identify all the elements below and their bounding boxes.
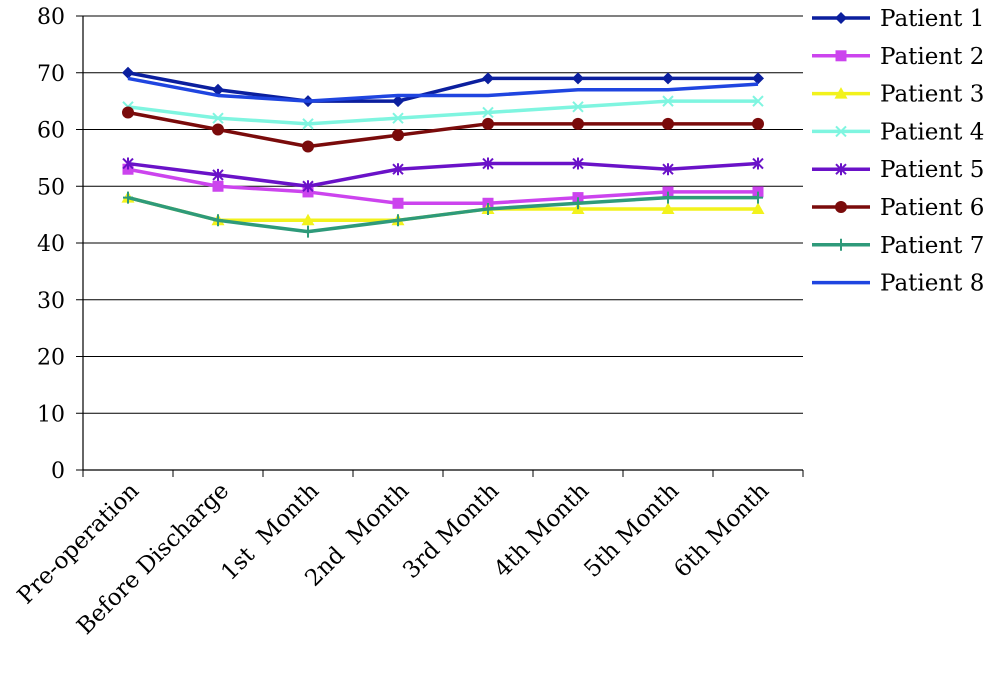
data-point-marker (482, 72, 494, 85)
data-point-marker (662, 95, 674, 107)
y-axis-ticks: 0 10 20 30 40 50 60 70 80 (37, 5, 83, 484)
legend-item: Patient 2 (812, 44, 984, 70)
y-tick-label: 0 (51, 459, 65, 484)
data-point-marker (122, 157, 134, 170)
data-point-marker (835, 12, 847, 24)
data-point-marker (662, 117, 674, 130)
data-point-marker (302, 140, 314, 153)
series-line (127, 195, 758, 234)
data-point-marker (482, 117, 494, 130)
data-point-marker (836, 238, 846, 251)
legend-label: Patient 6 (880, 195, 984, 221)
data-point-marker (122, 66, 134, 79)
series-7 (123, 191, 763, 238)
legend: Patient 1 Patient 2 Patient 3 Patient 4 Pati… (812, 6, 984, 297)
data-point-marker (752, 95, 764, 107)
data-point-marker (834, 87, 848, 99)
data-point-marker (393, 214, 403, 227)
series-1 (122, 66, 764, 108)
legend-item: Patient 7 (812, 233, 984, 259)
data-point-marker (753, 191, 763, 204)
y-tick-label: 30 (37, 289, 65, 314)
data-point-marker (572, 117, 584, 130)
series-5 (122, 157, 764, 193)
y-tick-label: 10 (37, 402, 65, 427)
series-line (127, 110, 758, 149)
data-point-marker (212, 180, 224, 192)
series-line (127, 76, 759, 103)
legend-item: Patient 5 (812, 157, 984, 183)
legend-item: Patient 8 (812, 271, 984, 297)
data-point-marker (392, 197, 404, 209)
legend-item: Patient 6 (812, 195, 984, 221)
y-tick-label: 80 (37, 5, 65, 30)
data-point-marker (212, 123, 224, 136)
data-point-marker (572, 101, 584, 113)
data-point-marker (483, 202, 493, 215)
data-point-marker (752, 72, 764, 85)
data-point-marker (572, 157, 584, 170)
data-point-marker (835, 201, 847, 213)
data-point-marker (662, 72, 674, 85)
data-point-marker (661, 202, 675, 214)
legend-label: Patient 1 (880, 6, 984, 32)
series-6 (122, 106, 764, 153)
series-line (127, 99, 758, 126)
data-point-marker (212, 83, 224, 96)
series-line (127, 167, 758, 206)
x-tick-label: Before Discharge (72, 478, 234, 640)
y-tick-label: 40 (37, 232, 65, 257)
data-point-marker (213, 214, 223, 227)
data-point-marker (752, 157, 764, 170)
legend-item: Patient 3 (812, 82, 984, 108)
x-tick-label: 6th Month (669, 478, 774, 583)
legend-label: Patient 8 (880, 271, 984, 297)
y-tick-label: 20 (37, 346, 65, 371)
series-line (127, 71, 758, 103)
data-point-marker (212, 168, 224, 181)
data-point-marker (123, 191, 133, 204)
data-point-marker (392, 129, 404, 142)
x-tick-label: 3rd Month (398, 478, 504, 584)
series-4 (122, 95, 764, 130)
data-point-marker (392, 112, 404, 124)
data-point-marker (301, 213, 315, 226)
data-point-marker (835, 125, 847, 138)
data-point-marker (122, 106, 134, 119)
series-8 (127, 76, 759, 103)
legend-label: Patient 4 (880, 119, 984, 145)
data-point-marker (572, 72, 584, 85)
y-tick-label: 70 (37, 62, 65, 87)
legend-label: Patient 2 (880, 44, 984, 70)
series-line (127, 195, 758, 223)
data-point-marker (303, 225, 313, 238)
data-point-marker (392, 163, 404, 176)
y-tick-label: 50 (37, 175, 65, 200)
data-point-marker (302, 180, 314, 193)
y-tick-label: 60 (37, 119, 65, 144)
data-point-marker (392, 95, 404, 108)
data-point-marker (752, 117, 764, 130)
data-point-marker (482, 157, 494, 170)
series-line (127, 161, 759, 188)
data-point-marker (482, 106, 494, 119)
data-point-marker (663, 191, 673, 204)
data-point-marker (835, 163, 847, 176)
x-tick-label: 4th Month (489, 478, 594, 583)
data-point-marker (835, 50, 847, 62)
data-point-marker (662, 163, 674, 176)
data-point-marker (212, 112, 224, 124)
legend-label: Patient 7 (880, 233, 984, 259)
legend-label: Patient 5 (880, 157, 984, 183)
data-point-marker (302, 118, 314, 130)
legend-item: Patient 4 (812, 119, 984, 145)
data-point-marker (573, 197, 583, 210)
legend-item: Patient 1 (812, 6, 984, 32)
series-lines (121, 66, 765, 238)
x-tick-label: 5th Month (579, 478, 684, 583)
legend-label: Patient 3 (880, 82, 984, 108)
data-point-marker (751, 202, 765, 214)
